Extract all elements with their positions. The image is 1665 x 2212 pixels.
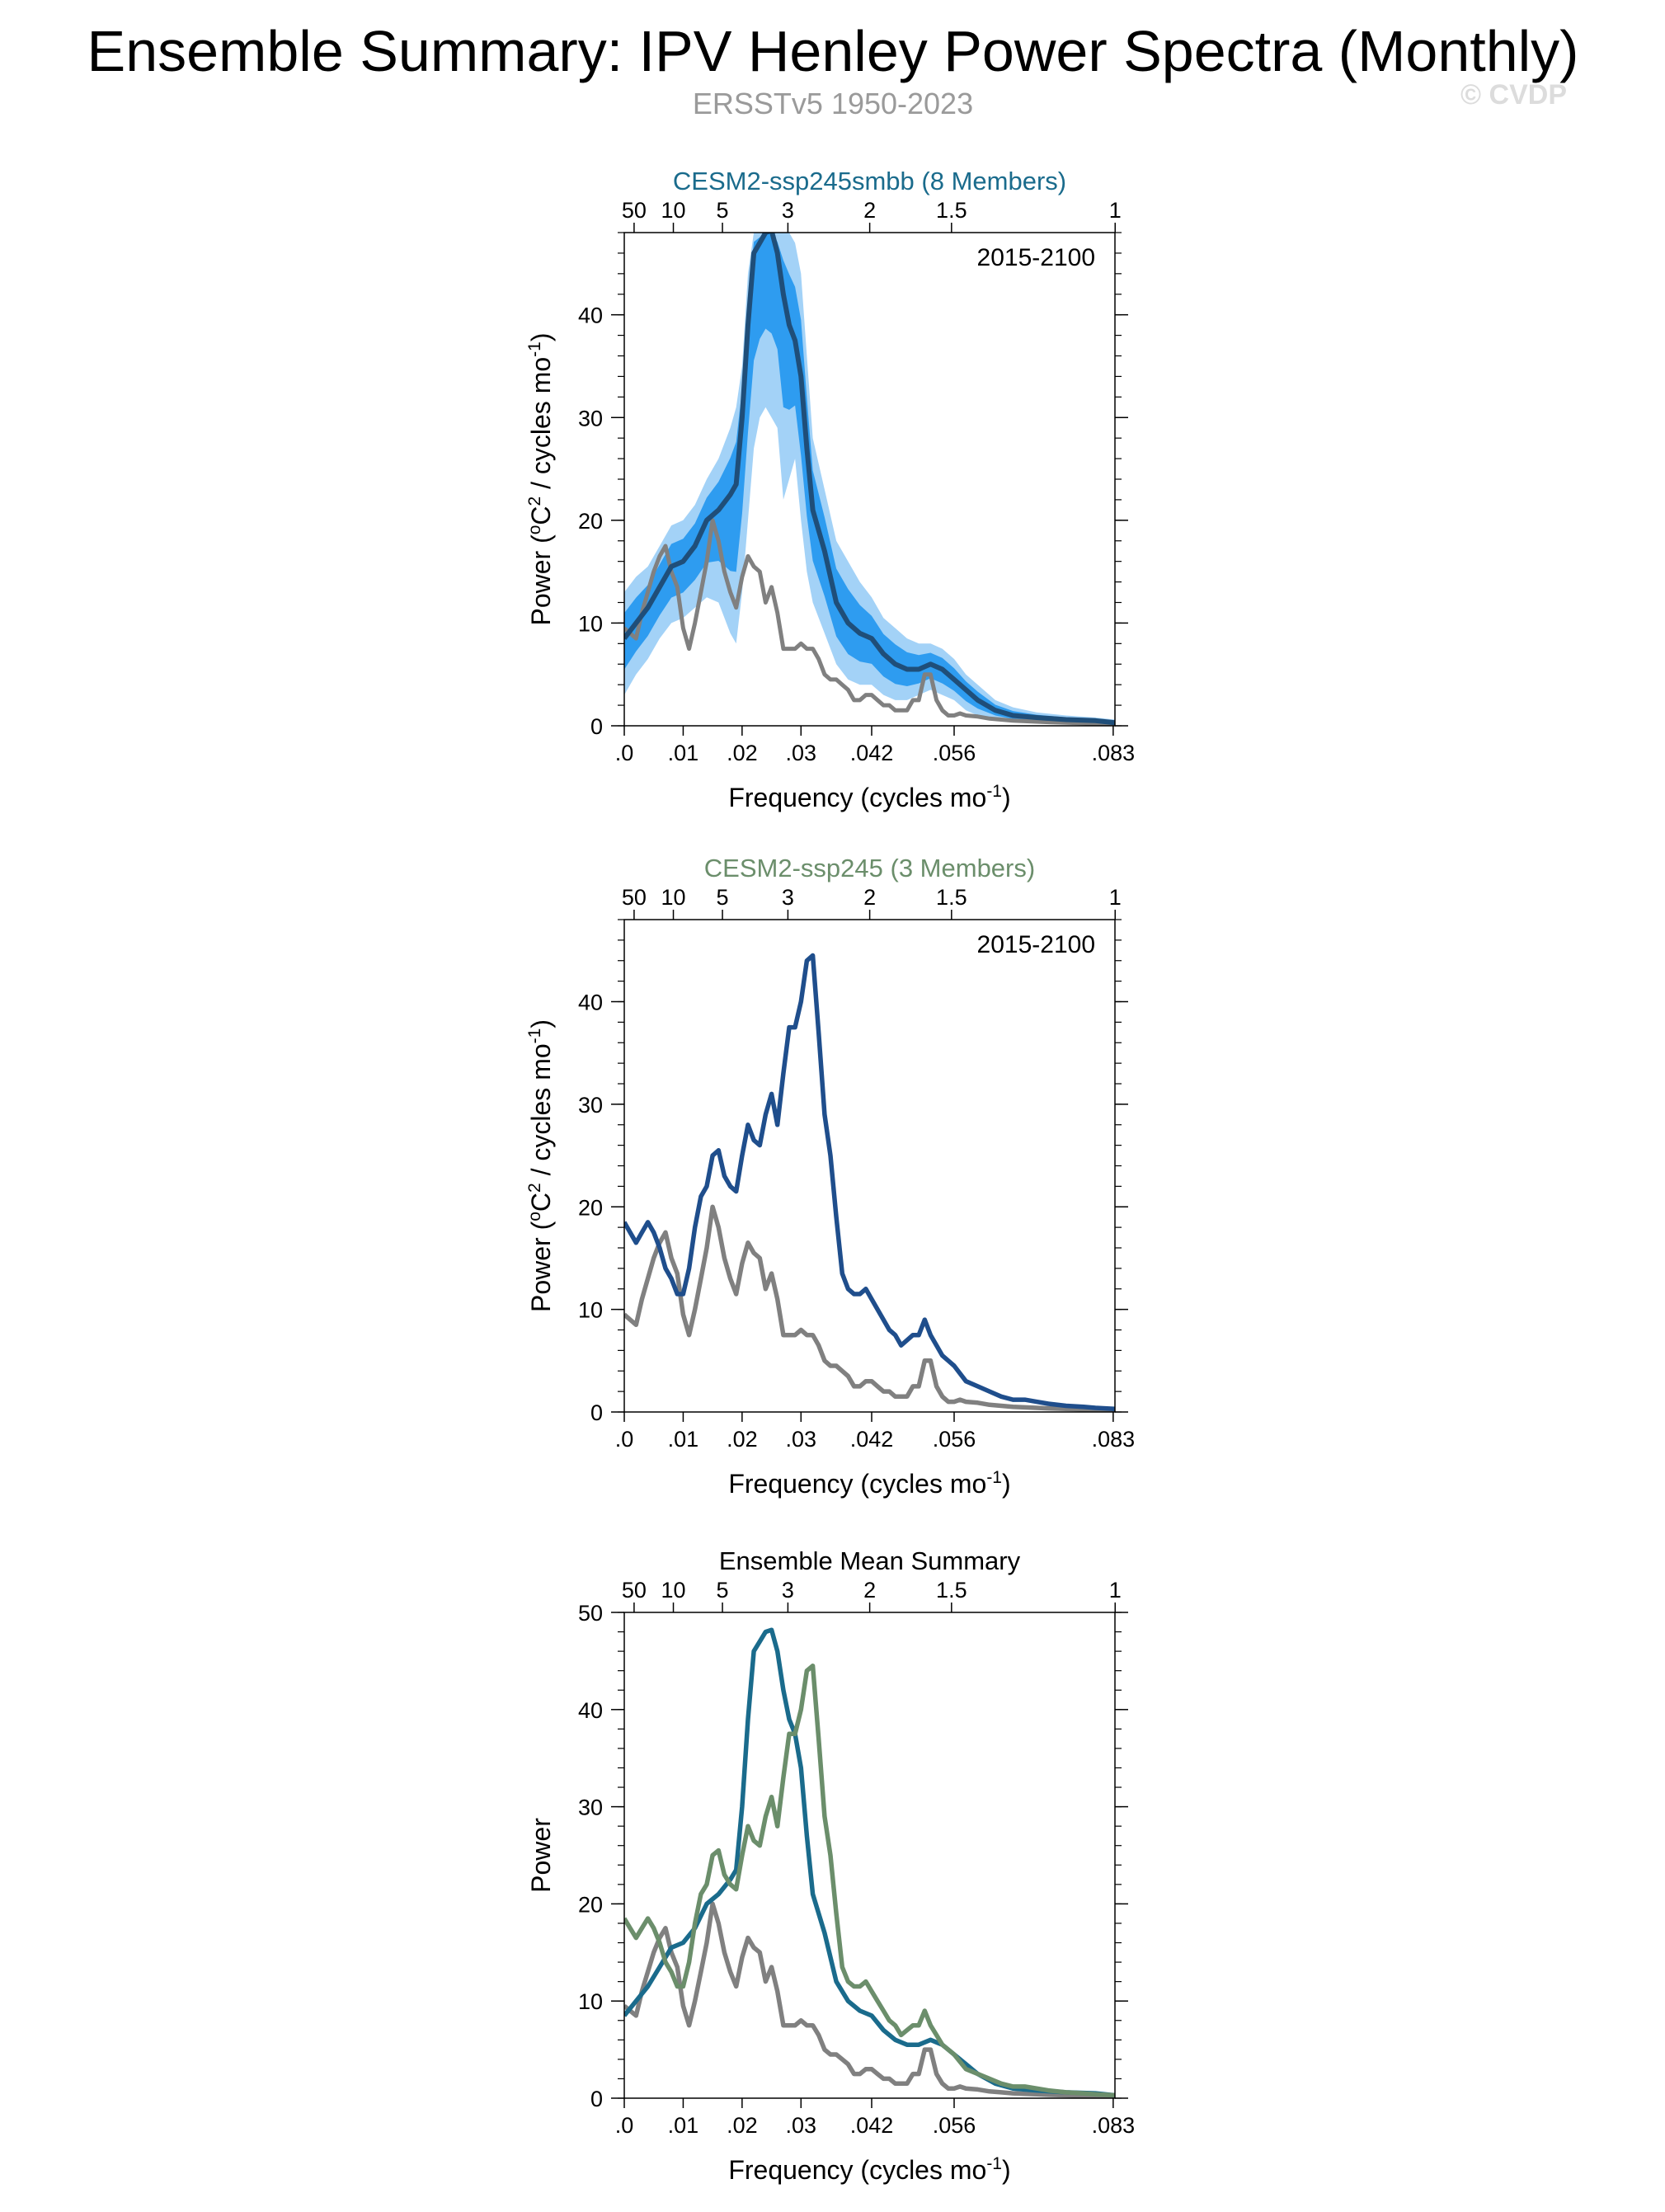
x-tick-label: .083 <box>1092 1427 1136 1452</box>
period-axis: 50 10 5 3 2 1.5 1 <box>622 885 1122 920</box>
panel-3: 0 10 20 30 40 50 .0 .01 .02 .03 .042 .056 .083 50 10 5 3… <box>526 1546 1135 2185</box>
spread-band-inner <box>624 233 1115 724</box>
y-axis: 0 10 20 30 40 <box>578 232 1128 739</box>
period-tick-label: 3 <box>782 1578 794 1603</box>
period-tick-label: 2 <box>863 1578 876 1603</box>
y-axis-label: Power (oC2 / cycles mo-1) <box>525 333 556 626</box>
x-tick-label: .0 <box>615 1427 634 1452</box>
x-axis-label: Frequency (cycles mo-1) <box>728 782 1010 812</box>
period-tick-label: 10 <box>661 198 686 223</box>
watermark: © CVDP <box>1460 79 1567 111</box>
series-line-cesm2-ssp245smbb <box>624 1627 1115 2098</box>
x-tick-label: .0 <box>615 741 634 765</box>
period-tick-label: 5 <box>717 1578 729 1603</box>
y-tick-label: 40 <box>578 304 603 328</box>
y-axis-label: Power <box>526 1818 556 1893</box>
period-tick-label: 3 <box>782 885 794 910</box>
plot-area <box>624 953 1115 1412</box>
y-tick-label: 40 <box>578 1698 603 1723</box>
period-tick-label: 1 <box>1109 1578 1122 1603</box>
x-tick-label: .083 <box>1092 2113 1136 2138</box>
plot-area <box>624 1627 1115 2098</box>
y-tick-label: 30 <box>578 1093 603 1118</box>
period-tick-label: 2 <box>863 198 876 223</box>
period-tick-label: 10 <box>661 1578 686 1603</box>
period-axis: 50 10 5 3 2 1.5 1 <box>622 198 1122 233</box>
x-tick-label: .02 <box>727 1427 758 1452</box>
x-axis-label: Frequency (cycles mo-1) <box>728 2154 1010 2185</box>
series-line-ensemble-mean <box>624 233 1115 726</box>
y-tick-label: 10 <box>578 1989 603 2014</box>
series-line-ensemble-mean <box>624 953 1115 1412</box>
x-tick-label: .083 <box>1092 741 1136 765</box>
x-tick-label: .01 <box>668 741 699 765</box>
x-axis: .0 .01 .02 .03 .042 .056 .083 <box>615 2098 1135 2138</box>
period-tick-label: 1.5 <box>936 885 967 910</box>
period-tick-label: 1 <box>1109 198 1122 223</box>
x-tick-label: .056 <box>933 741 976 765</box>
x-tick-label: .042 <box>850 2113 894 2138</box>
x-tick-label: .01 <box>668 1427 699 1452</box>
x-axis: .0 .01 .02 .03 .042 .056 .083 <box>615 1412 1135 1452</box>
plot-area <box>624 233 1115 726</box>
x-axis: .0 .01 .02 .03 .042 .056 .083 <box>615 726 1135 765</box>
x-tick-label: .042 <box>850 741 894 765</box>
x-tick-label: .02 <box>727 2113 758 2138</box>
period-tick-label: 5 <box>717 885 729 910</box>
x-tick-label: .042 <box>850 1427 894 1452</box>
period-tick-label: 1.5 <box>936 198 967 223</box>
x-tick-label: .03 <box>786 1427 817 1452</box>
period-tick-label: 10 <box>661 885 686 910</box>
series-line-ersstv5-observations <box>624 1204 1115 1412</box>
period-tick-label: 50 <box>622 198 647 223</box>
y-tick-label: 20 <box>578 1195 603 1220</box>
y-tick-label: 30 <box>578 1795 603 1820</box>
y-tick-label: 0 <box>590 714 603 739</box>
period-axis: 50 10 5 3 2 1.5 1 <box>622 1578 1122 1612</box>
period-tick-label: 1 <box>1109 885 1122 910</box>
x-tick-label: .056 <box>933 2113 976 2138</box>
panel-2: 0 10 20 30 40 .0 .01 .02 .03 .042 .056 .083 50 10 5 3 2 1… <box>525 854 1135 1499</box>
period-tick-label: 1.5 <box>936 1578 967 1603</box>
y-axis: 0 10 20 30 40 <box>578 919 1128 1425</box>
y-tick-label: 0 <box>590 2087 603 2111</box>
plot-frame <box>623 919 1116 1413</box>
panel-title: Ensemble Mean Summary <box>719 1546 1021 1575</box>
panel-1: 0 10 20 30 40 .0 .01 .02 .03 .042 .056 .083 50 10 5 3 2 1… <box>525 167 1135 812</box>
panel-title: CESM2-ssp245 (3 Members) <box>704 854 1035 882</box>
y-tick-label: 20 <box>578 509 603 534</box>
period-tick-label: 2 <box>863 885 876 910</box>
period-tick-label: 3 <box>782 198 794 223</box>
period-tick-label: 50 <box>622 1578 647 1603</box>
x-tick-label: .03 <box>786 741 817 765</box>
y-axis-label: Power (oC2 / cycles mo-1) <box>525 1019 556 1312</box>
x-tick-label: .03 <box>786 2113 817 2138</box>
x-axis-label: Frequency (cycles mo-1) <box>728 1468 1010 1499</box>
x-tick-label: .02 <box>727 741 758 765</box>
y-tick-label: 0 <box>590 1400 603 1425</box>
x-tick-label: .056 <box>933 1427 976 1452</box>
series-line-cesm2-ssp245 <box>624 1664 1115 2098</box>
y-tick-label: 40 <box>578 991 603 1015</box>
panel-title: CESM2-ssp245smbb (8 Members) <box>673 167 1066 195</box>
x-tick-label: .01 <box>668 2113 699 2138</box>
series-line-ersstv5-observations <box>624 1901 1115 2098</box>
period-label: 2015-2100 <box>977 931 1095 958</box>
plot-frame <box>623 1612 1116 2099</box>
figure-subtitle: ERSSTv5 1950-2023 <box>693 87 973 120</box>
y-tick-label: 30 <box>578 406 603 431</box>
y-tick-label: 10 <box>578 611 603 636</box>
y-tick-label: 10 <box>578 1298 603 1323</box>
y-axis: 0 10 20 30 40 50 <box>578 1601 1128 2111</box>
period-tick-label: 50 <box>622 885 647 910</box>
period-label: 2015-2100 <box>977 244 1095 271</box>
x-tick-label: .0 <box>615 2113 634 2138</box>
period-tick-label: 5 <box>717 198 729 223</box>
y-tick-label: 50 <box>578 1601 603 1626</box>
figure-title: Ensemble Summary: IPV Henley Power Spect… <box>87 19 1579 83</box>
y-tick-label: 20 <box>578 1892 603 1917</box>
series-line-observations <box>624 518 1115 726</box>
